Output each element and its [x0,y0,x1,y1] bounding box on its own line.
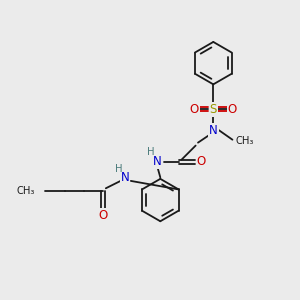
Text: CH₃: CH₃ [235,136,254,146]
Text: S: S [210,103,217,116]
Text: O: O [98,209,107,222]
Text: N: N [153,155,162,168]
Text: O: O [227,103,237,116]
Text: N: N [121,172,129,184]
Text: O: O [196,155,206,168]
Text: H: H [147,147,154,158]
Text: H: H [115,164,122,173]
Text: N: N [209,124,218,137]
Text: CH₃: CH₃ [17,186,35,196]
Text: O: O [190,103,199,116]
